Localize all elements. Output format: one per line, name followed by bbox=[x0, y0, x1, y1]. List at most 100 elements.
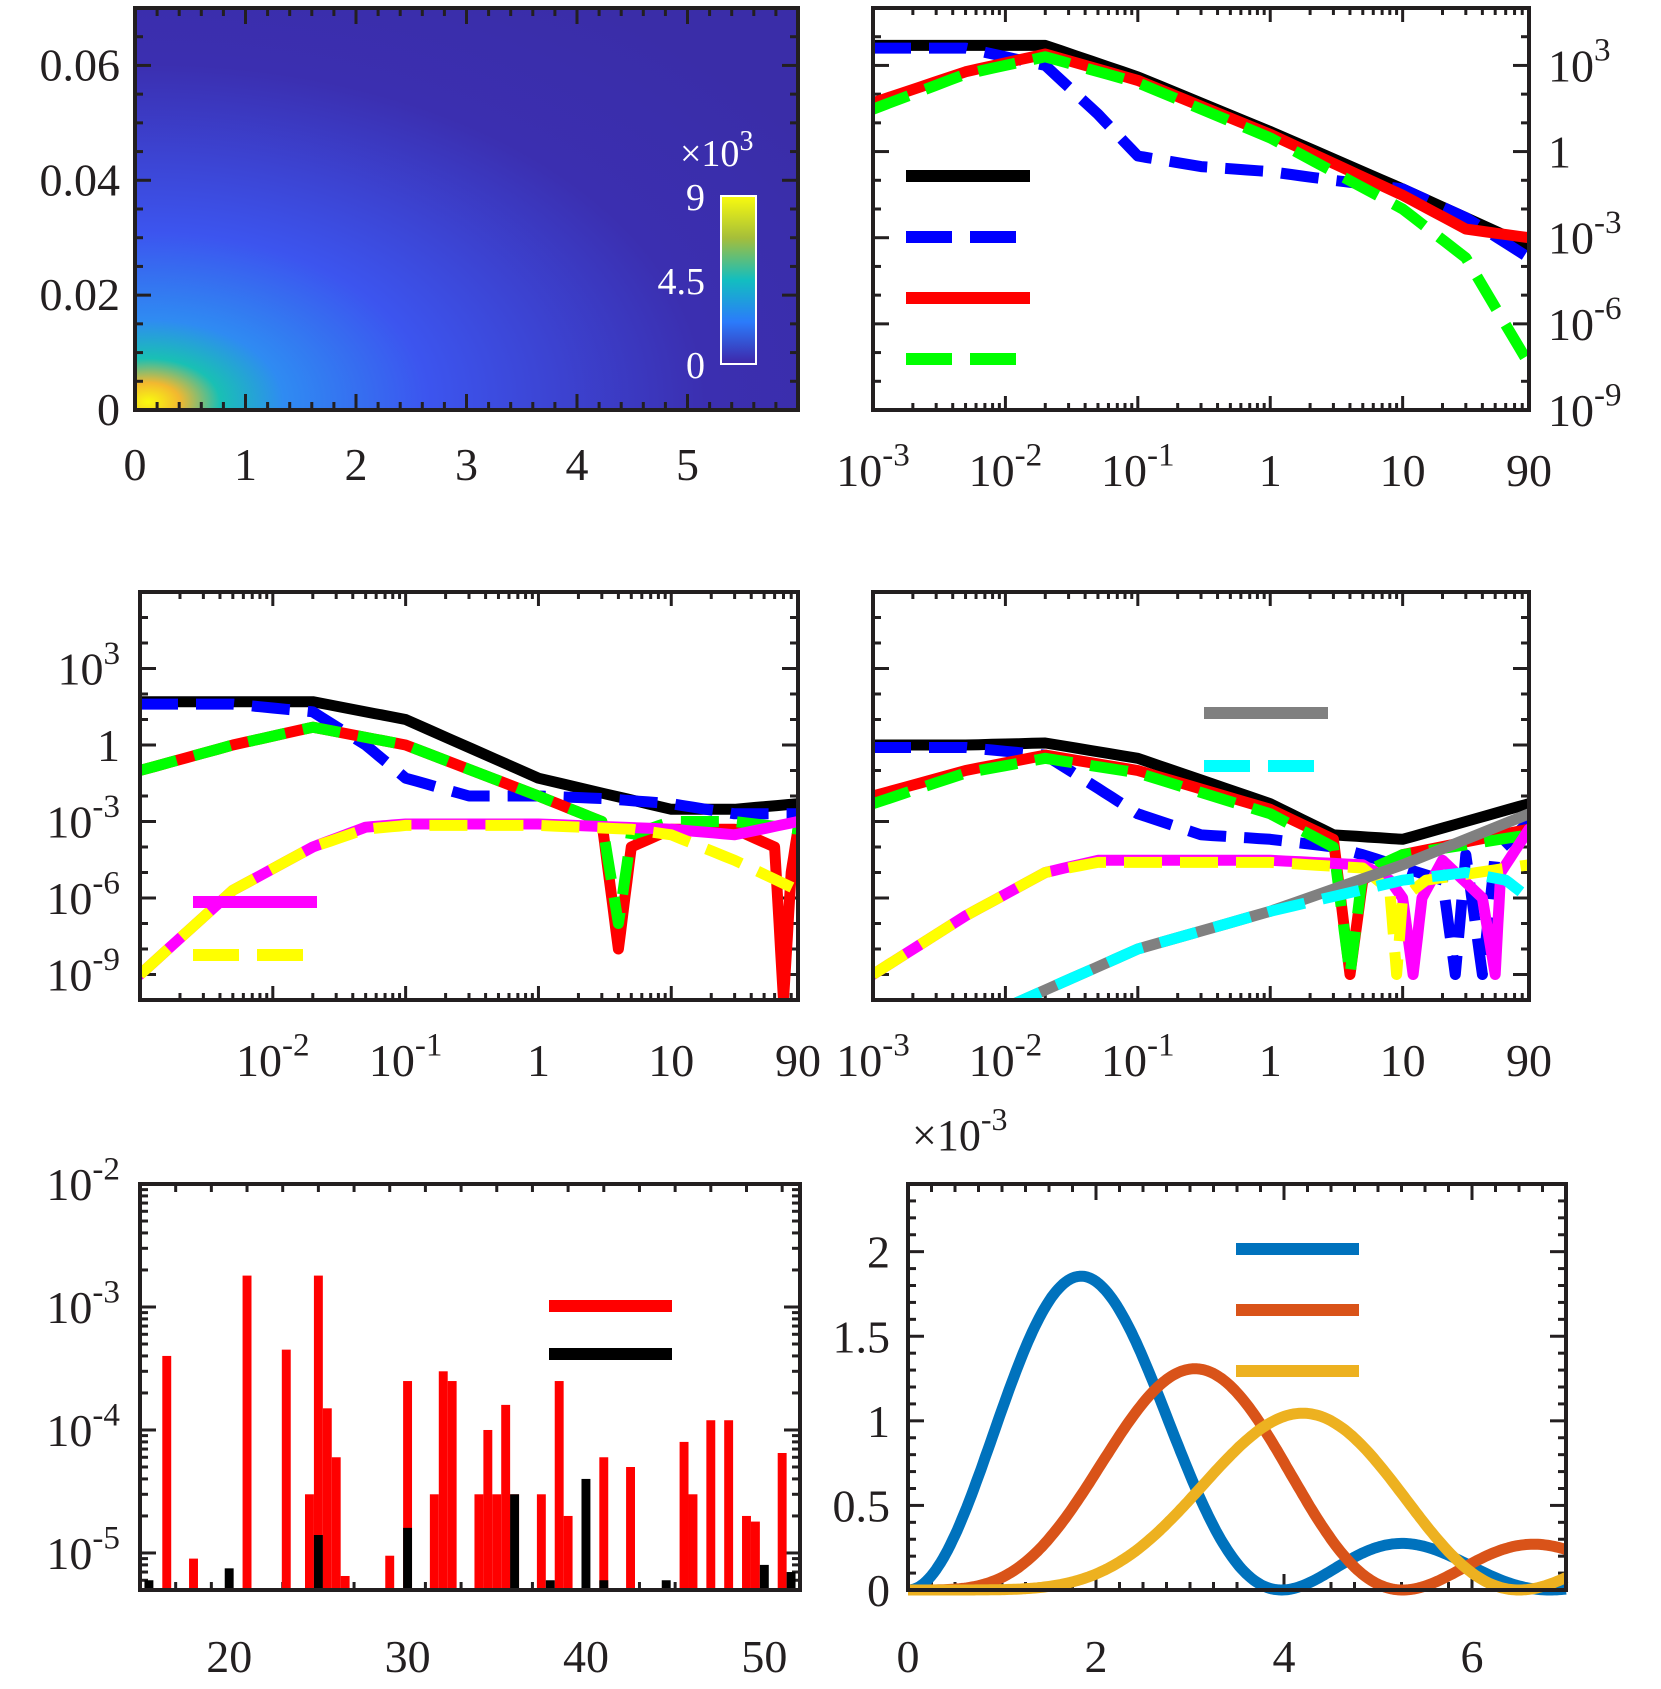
y-tick-label: 1 bbox=[97, 720, 120, 771]
panel-c-y-tick-labels: 103 1 10-3 10-6 10-9 bbox=[46, 635, 120, 1001]
bar-red bbox=[162, 1355, 172, 1590]
panel-d-frame bbox=[871, 590, 1531, 1002]
y-tick-label: 103 bbox=[57, 635, 120, 695]
panel-c-legend bbox=[193, 896, 317, 961]
x-tick-label: 40 bbox=[563, 1631, 609, 1682]
panel-f-series bbox=[904, 1270, 1570, 1596]
panel-d-log-plot: 10-3 10-2 10-1 1 10 90 bbox=[836, 590, 1552, 1086]
x-tick-label: 0 bbox=[897, 1631, 920, 1682]
y-tick-label: 0.06 bbox=[40, 39, 121, 90]
bar-black bbox=[661, 1580, 671, 1590]
panel-d-ticks bbox=[871, 590, 1531, 1002]
x-tick-label: 10-3 bbox=[836, 436, 910, 496]
y-tick-label: 10-3 bbox=[46, 1273, 120, 1333]
panel-f-frame bbox=[906, 1182, 1568, 1592]
panel-f-multiplier: ×10-3 bbox=[912, 1101, 1007, 1160]
panel-a-y-tick-labels: 0 0.02 0.04 0.06 bbox=[40, 39, 121, 435]
panel-f-line-plot: ×10-3 0 2 4 6 0 0.5 1 1.5 2 bbox=[833, 1101, 1570, 1682]
y-tick-label: 0.02 bbox=[40, 269, 121, 320]
series-black bbox=[140, 696, 798, 815]
panel-a-x-tick-labels: 0 1 2 3 4 5 bbox=[124, 439, 700, 490]
panel-b-legend bbox=[906, 170, 1030, 365]
bar-red bbox=[322, 1408, 332, 1590]
panel-a-heatmap: 0 1 2 3 4 5 0 0.02 0.04 0.06 ×103 9 4.5 0 bbox=[40, 6, 800, 490]
y-tick-label: 10-3 bbox=[1548, 204, 1622, 264]
panel-c-x-tick-labels: 10-2 10-1 1 10 90 bbox=[236, 1026, 821, 1086]
panel-e-bars bbox=[144, 1275, 796, 1590]
bar-red bbox=[313, 1275, 323, 1590]
colorbar-tick-max: 9 bbox=[686, 177, 705, 219]
bar-red bbox=[429, 1494, 439, 1590]
x-tick-label: 1 bbox=[527, 1035, 550, 1086]
bar-black bbox=[403, 1527, 413, 1590]
panel-e-y-tick-labels: 10-5 10-4 10-3 10-2 bbox=[46, 1150, 120, 1579]
x-tick-label: 10 bbox=[1380, 445, 1426, 496]
x-tick-label: 1 bbox=[1259, 445, 1282, 496]
bar-black bbox=[144, 1580, 154, 1590]
panel-e-bar-plot: 20 30 40 50 10-5 10-4 10-3 10-2 bbox=[46, 1150, 802, 1682]
series-yellow bbox=[140, 819, 798, 979]
colorbar-multiplier: ×103 bbox=[680, 126, 753, 175]
panel-d-x-tick-labels: 10-3 10-2 10-1 1 10 90 bbox=[836, 1026, 1552, 1086]
panel-b-series bbox=[873, 39, 1529, 367]
series-blue bbox=[873, 42, 1529, 263]
panel-b-y-tick-labels: 103 1 10-3 10-6 10-9 bbox=[1548, 32, 1622, 436]
panel-e-frame bbox=[138, 1182, 802, 1592]
bar-red bbox=[501, 1404, 511, 1590]
x-tick-label: 10-2 bbox=[969, 1026, 1043, 1086]
x-tick-label: 3 bbox=[455, 439, 478, 490]
bar-red bbox=[706, 1420, 716, 1590]
bar-red bbox=[438, 1371, 448, 1590]
bar-red bbox=[281, 1349, 291, 1590]
y-tick-label: 10-3 bbox=[46, 788, 120, 848]
colorbar: ×103 9 4.5 0 bbox=[658, 126, 757, 387]
bar-red bbox=[536, 1494, 546, 1590]
panel-b-log-plot: 10-3 10-2 10-1 1 10 90 103 1 10-3 10-6 10-9 bbox=[836, 6, 1622, 496]
y-tick-label: 10-4 bbox=[46, 1396, 120, 1456]
bar-red bbox=[626, 1467, 635, 1590]
y-tick-label: 10-5 bbox=[46, 1519, 120, 1579]
x-tick-label: 1 bbox=[1259, 1035, 1282, 1086]
bar-red bbox=[777, 1452, 787, 1590]
bar-black bbox=[510, 1494, 520, 1590]
bar-black bbox=[786, 1572, 796, 1590]
panel-b-frame bbox=[871, 6, 1531, 412]
x-tick-label: 50 bbox=[741, 1631, 787, 1682]
x-tick-label: 4 bbox=[1273, 1631, 1296, 1682]
panel-b-x-tick-labels: 10-3 10-2 10-1 1 10 90 bbox=[836, 436, 1552, 496]
panel-e-ticks bbox=[138, 1182, 800, 1592]
bar-black bbox=[313, 1535, 323, 1590]
colorbar-bar bbox=[720, 195, 757, 365]
bar-black bbox=[599, 1580, 609, 1590]
panel-c-log-plot: 10-2 10-1 1 10 90 103 1 10-3 10-6 10-9 bbox=[46, 590, 821, 1086]
bar-black bbox=[759, 1564, 769, 1590]
series-cyan bbox=[1009, 867, 1529, 1000]
bar-black bbox=[545, 1580, 555, 1590]
bar-red bbox=[679, 1441, 689, 1590]
x-tick-label: 10 bbox=[648, 1035, 694, 1086]
y-tick-label: 10-9 bbox=[46, 941, 120, 1001]
y-tick-label: 1 bbox=[1548, 127, 1571, 178]
x-tick-label: 0 bbox=[124, 439, 147, 490]
panel-e-x-tick-labels: 20 30 40 50 bbox=[206, 1631, 787, 1682]
bar-red bbox=[742, 1515, 751, 1590]
series-mat_blue bbox=[904, 1270, 1570, 1596]
x-tick-label: 10-1 bbox=[1101, 436, 1175, 496]
bar-red bbox=[474, 1494, 484, 1590]
bar-red bbox=[305, 1494, 314, 1590]
y-tick-label: 10-9 bbox=[1548, 376, 1622, 436]
x-tick-label: 20 bbox=[206, 1631, 252, 1682]
panel-c-frame bbox=[138, 590, 800, 1002]
colorbar-tick-min: 0 bbox=[686, 345, 705, 387]
x-tick-label: 10-2 bbox=[969, 436, 1043, 496]
x-tick-label: 10-1 bbox=[369, 1026, 443, 1086]
panel-d-series bbox=[873, 737, 1529, 1000]
bar-red bbox=[385, 1555, 395, 1590]
y-tick-label: 0 bbox=[867, 1565, 890, 1616]
panel-f-x-tick-labels: 0 2 4 6 bbox=[897, 1631, 1484, 1682]
x-tick-label: 10 bbox=[1380, 1035, 1426, 1086]
panel-f-y-tick-labels: 0 0.5 1 1.5 2 bbox=[833, 1227, 891, 1616]
bar-red bbox=[688, 1494, 698, 1590]
series-blue bbox=[140, 698, 798, 820]
